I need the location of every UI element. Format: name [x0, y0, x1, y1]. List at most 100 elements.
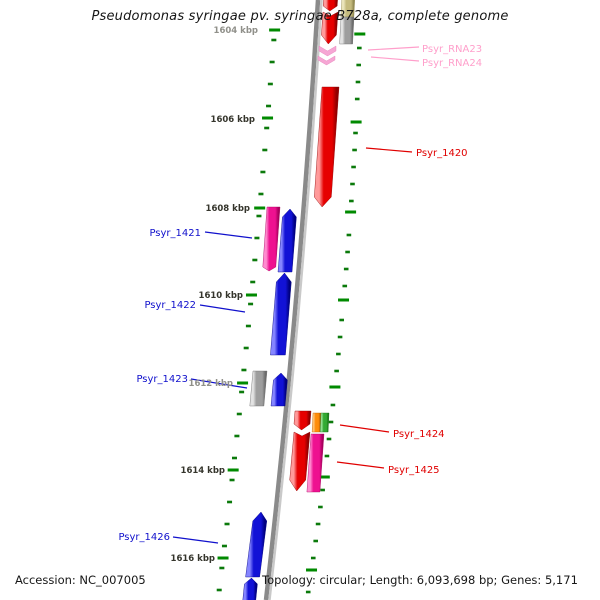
label-psyr-rna24[interactable]: Psyr_RNA24 [422, 58, 482, 69]
left-tick-dash [227, 468, 239, 472]
gene-blue-bottom[interactable] [242, 577, 258, 600]
right-track-dot [353, 131, 358, 135]
gene-psyr-1425[interactable] [306, 433, 325, 493]
label-psyr-1422-leader [199, 304, 246, 313]
gene-green-small[interactable] [319, 412, 330, 433]
gene-psyr-1423-gray[interactable] [249, 370, 268, 407]
rna-marker-psyr-rna24[interactable] [317, 55, 336, 66]
label-psyr-1421-leader [204, 231, 253, 239]
status-info: Topology: circular; Length: 6,093,698 bp… [262, 573, 578, 587]
gene-psyr-1421[interactable] [262, 206, 281, 272]
right-track-dot [354, 97, 360, 101]
gene-red-above-1424[interactable] [293, 410, 312, 431]
tick-label: 1608 kbp [206, 204, 250, 214]
right-track-dot [318, 505, 323, 509]
gene-psyr-1422[interactable] [270, 272, 292, 356]
left-track-dot [241, 368, 247, 372]
right-track-dot [326, 437, 332, 441]
left-track-dot [269, 60, 275, 64]
left-track-dot [229, 478, 235, 482]
label-psyr-1423[interactable]: Psyr_1423 [136, 374, 188, 385]
gene-psyr-1420[interactable] [314, 86, 340, 208]
label-psyr-1425-leader [336, 461, 385, 469]
gene-psyr-1423-blue[interactable] [270, 372, 288, 407]
label-psyr-1420[interactable]: Psyr_1420 [416, 148, 468, 159]
gene-orange-small[interactable] [311, 412, 322, 433]
label-psyr-rna24-leader [370, 56, 420, 62]
status-accession: Accession: NC_007005 [15, 573, 146, 587]
label-psyr-1424[interactable]: Psyr_1424 [393, 429, 445, 440]
left-track-dot [267, 82, 273, 86]
right-track-dot [328, 420, 334, 424]
label-psyr-1425[interactable]: Psyr_1425 [388, 465, 440, 476]
left-track-dot [262, 148, 268, 152]
gene-blue-beside-1421[interactable] [277, 208, 297, 273]
label-psyr-1421[interactable]: Psyr_1421 [149, 228, 201, 239]
right-track-dot [352, 148, 357, 152]
gene-red-top-b[interactable] [321, 11, 339, 45]
left-track-dot [256, 214, 262, 218]
gene-gray-top[interactable] [339, 16, 355, 45]
left-track-dot [236, 412, 242, 416]
right-track-dot [345, 250, 350, 254]
right-track-dot [349, 199, 354, 203]
label-psyr-1424-leader [339, 424, 390, 433]
right-tick-dash [345, 210, 357, 214]
left-tick-dash [262, 116, 274, 120]
right-track-dot [343, 267, 349, 271]
genome-backbone [263, 0, 321, 600]
right-track-dot [346, 233, 352, 237]
genome-backbone-highlight [268, 0, 323, 600]
tick-label: 1610 kbp [199, 291, 243, 301]
right-tick-dash [329, 385, 341, 389]
rna-marker-psyr-rna23[interactable] [318, 45, 337, 57]
left-track-dot [258, 192, 264, 196]
right-track-dot [357, 46, 362, 50]
gene-psyr-1426[interactable] [245, 511, 268, 578]
right-track-dot [324, 454, 330, 458]
right-track-dot [342, 284, 348, 288]
right-track-dot [305, 590, 311, 594]
label-psyr-1422[interactable]: Psyr_1422 [144, 300, 196, 311]
gene-red-top-a[interactable] [322, 0, 338, 12]
tick-label: 1606 kbp [211, 115, 255, 125]
gene-psyr-1424[interactable] [289, 431, 311, 492]
right-track-dot [339, 318, 344, 322]
left-tick-dash [217, 556, 229, 560]
right-track-dot [334, 369, 339, 373]
right-track-dot [351, 165, 356, 169]
right-tick-dash [318, 475, 330, 479]
left-track-dot [260, 170, 266, 174]
left-tick-dash [269, 28, 281, 32]
right-tick-dash [350, 120, 362, 124]
left-track-dot [234, 434, 240, 438]
label-psyr-1426[interactable]: Psyr_1426 [118, 532, 170, 543]
left-track-dot [219, 566, 225, 570]
left-track-dot [239, 390, 245, 394]
page-title: Pseudomonas syringae pv. syringae B728a,… [91, 9, 509, 24]
tick-label: 1614 kbp [181, 466, 225, 476]
right-track-dot [313, 539, 319, 543]
right-tick-dash [306, 568, 318, 572]
left-track-dot [271, 38, 277, 42]
left-track-dot [248, 302, 254, 306]
right-tick-dash [338, 298, 350, 302]
left-track-dot [227, 500, 233, 504]
label-psyr-1420-leader [365, 147, 413, 153]
tick-label: 1612 kbp [189, 379, 233, 389]
left-track-dot [266, 104, 272, 108]
left-track-dot [224, 522, 230, 526]
label-psyr-rna23[interactable]: Psyr_RNA23 [422, 44, 482, 55]
right-track-dot [336, 352, 341, 356]
left-track-dot [231, 456, 237, 460]
left-track-dot [254, 236, 260, 240]
left-track-dot [250, 280, 256, 284]
label-psyr-rna23-leader [367, 46, 420, 51]
right-track-dot [320, 488, 325, 492]
left-track-dot [264, 126, 270, 130]
tick-label: 1604 kbp [214, 26, 258, 36]
left-track-dot [243, 346, 249, 350]
left-tick-dash [254, 206, 266, 210]
